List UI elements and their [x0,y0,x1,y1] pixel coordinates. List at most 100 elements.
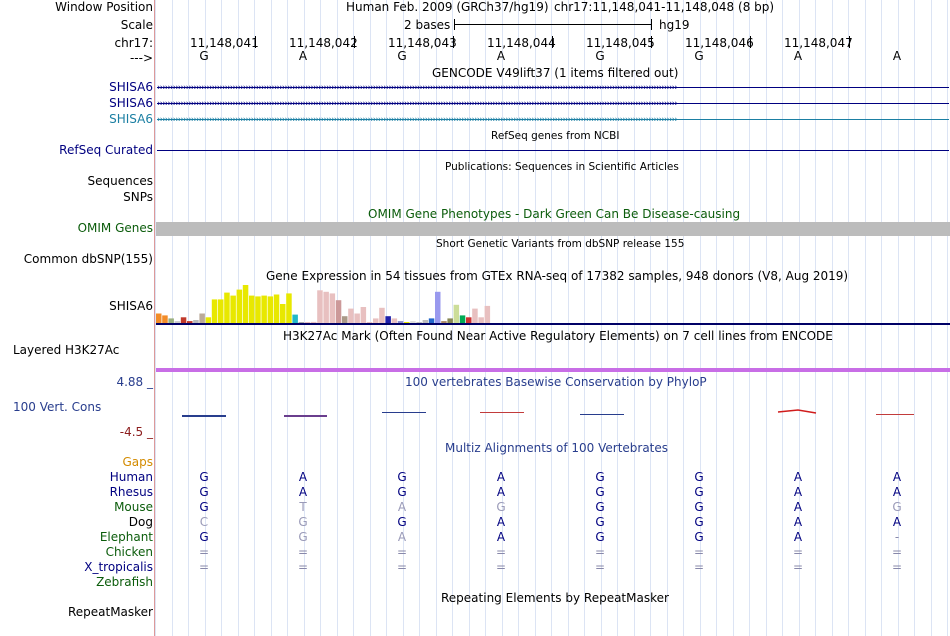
scale-bar-right-tick [651,19,652,30]
gtex-bar[interactable] [174,321,181,323]
gtex-bar[interactable] [404,322,410,323]
gene-track-1[interactable]: ››››››››››››››››››››››››››››››››››››››››… [157,83,949,89]
phylop-bar-7 [777,409,817,414]
omim-track[interactable] [156,222,950,236]
multiz-base: G [694,530,704,544]
gtex-bar[interactable] [366,322,373,323]
h3k27ac-track[interactable] [156,368,950,372]
gene-label-3[interactable]: SHISA6 [109,112,153,126]
gtex-bar[interactable] [199,313,205,324]
gtex-bar[interactable] [441,321,447,323]
gtex-bar[interactable] [249,295,255,323]
species-dog[interactable]: Dog [128,515,153,529]
gtex-bar[interactable] [466,317,472,323]
sequences-label[interactable]: Sequences [87,174,153,188]
gtex-bar[interactable] [435,291,441,323]
ruler-tick [849,36,850,48]
gtex-bar[interactable] [317,290,323,323]
gtex-bar[interactable] [180,317,187,323]
species-chicken[interactable]: Chicken [105,545,153,559]
multiz-base: G [595,515,605,529]
phylop-track[interactable] [156,400,950,424]
gtex-bar[interactable] [261,295,267,323]
gtex-bar[interactable] [391,318,398,323]
gtex-bar[interactable] [459,315,466,323]
gtex-bar[interactable] [267,296,274,323]
refseq-track[interactable] [157,150,949,151]
cons-max-label: 4.88 _ [116,375,153,389]
repeatmasker-label[interactable]: RepeatMasker [67,605,153,619]
gtex-bar[interactable] [416,322,422,323]
gtex-bar[interactable] [242,285,249,323]
gtex-bar[interactable] [410,321,416,323]
gtex-bar[interactable] [224,292,230,323]
gtex-bar[interactable] [286,293,292,323]
species-mouse[interactable]: Mouse [114,500,153,514]
gtex-bar[interactable] [311,321,317,323]
omim-label[interactable]: OMIM Genes [77,221,153,235]
cons-label[interactable]: 100 Vert. Cons [13,400,102,414]
multiz-base: = [198,560,210,574]
refseq-label[interactable]: RefSeq Curated [59,143,153,157]
gtex-track[interactable] [156,283,950,327]
gtex-bar[interactable] [373,318,379,323]
gtex-bar[interactable] [298,322,305,323]
gtex-bar[interactable] [385,316,391,323]
gtex-bar[interactable] [211,299,218,323]
species-zebrafish[interactable]: Zebrafish [96,575,153,589]
gene-strand-arrows: ››››››››››››››››››››››››››››››››››››››››… [157,116,949,121]
gtex-bar[interactable] [379,307,385,323]
phylop-bar-8 [876,414,914,415]
gtex-bar[interactable] [292,314,298,323]
gtex-bar[interactable] [428,318,435,323]
gtex-bar[interactable] [273,294,280,324]
multiz-base: G [595,470,605,484]
species-elephant[interactable]: Elephant [99,530,153,544]
gaps-label[interactable]: Gaps [122,455,153,469]
gtex-bar[interactable] [236,289,243,323]
gtex-bar[interactable] [329,293,336,323]
gtex-bar[interactable] [193,320,199,323]
gtex-bar[interactable] [478,317,484,323]
gtex-bar[interactable] [422,320,429,323]
gtex-bar[interactable] [484,305,491,323]
snps-label[interactable]: SNPs [123,190,153,204]
gtex-bar[interactable] [162,315,168,323]
dbsnp-label[interactable]: Common dbSNP(155) [23,252,153,266]
gtex-bar[interactable] [348,308,354,323]
gene-label-1[interactable]: SHISA6 [109,80,153,94]
gtex-bar[interactable] [323,291,329,323]
h3k27ac-label[interactable]: Layered H3K27Ac [13,343,120,357]
multiz-base: = [693,560,705,574]
gtex-bar[interactable] [397,321,404,323]
gtex-bar[interactable] [168,318,174,323]
species-xtrop[interactable]: X_tropicalis [84,560,153,574]
species-rhesus[interactable]: Rhesus [109,485,153,499]
refseq-title: RefSeq genes from NCBI [491,130,620,142]
gene-label-2[interactable]: SHISA6 [109,96,153,110]
species-human[interactable]: Human [109,470,153,484]
gene-track-2[interactable]: ››››››››››››››››››››››››››››››››››››››››… [157,99,949,105]
gtex-bar[interactable] [205,317,212,323]
gtex-bar[interactable] [342,316,348,323]
gtex-bar[interactable] [187,321,193,323]
label-divider [154,0,155,636]
gtex-bar[interactable] [255,296,261,323]
gtex-bar[interactable] [360,307,367,323]
gtex-bar[interactable] [218,299,224,323]
ruler-tick [255,36,256,48]
gtex-bar[interactable] [354,313,360,324]
gtex-bar[interactable] [453,304,460,323]
gtex-bar[interactable] [472,308,478,323]
gtex-bar[interactable] [156,313,162,324]
gene-track-3[interactable]: ››››››››››››››››››››››››››››››››››››››››… [157,115,949,121]
multiz-base: G [595,485,605,499]
gtex-bar[interactable] [304,322,311,323]
multiz-base: A [793,515,803,529]
gtex-bar[interactable] [447,318,453,323]
gtex-label[interactable]: SHISA6 [109,299,153,313]
ruler-position: 11,148,045 [586,36,655,50]
gtex-bar[interactable] [335,300,342,323]
gtex-bar[interactable] [280,304,286,323]
gtex-bar[interactable] [230,295,236,323]
